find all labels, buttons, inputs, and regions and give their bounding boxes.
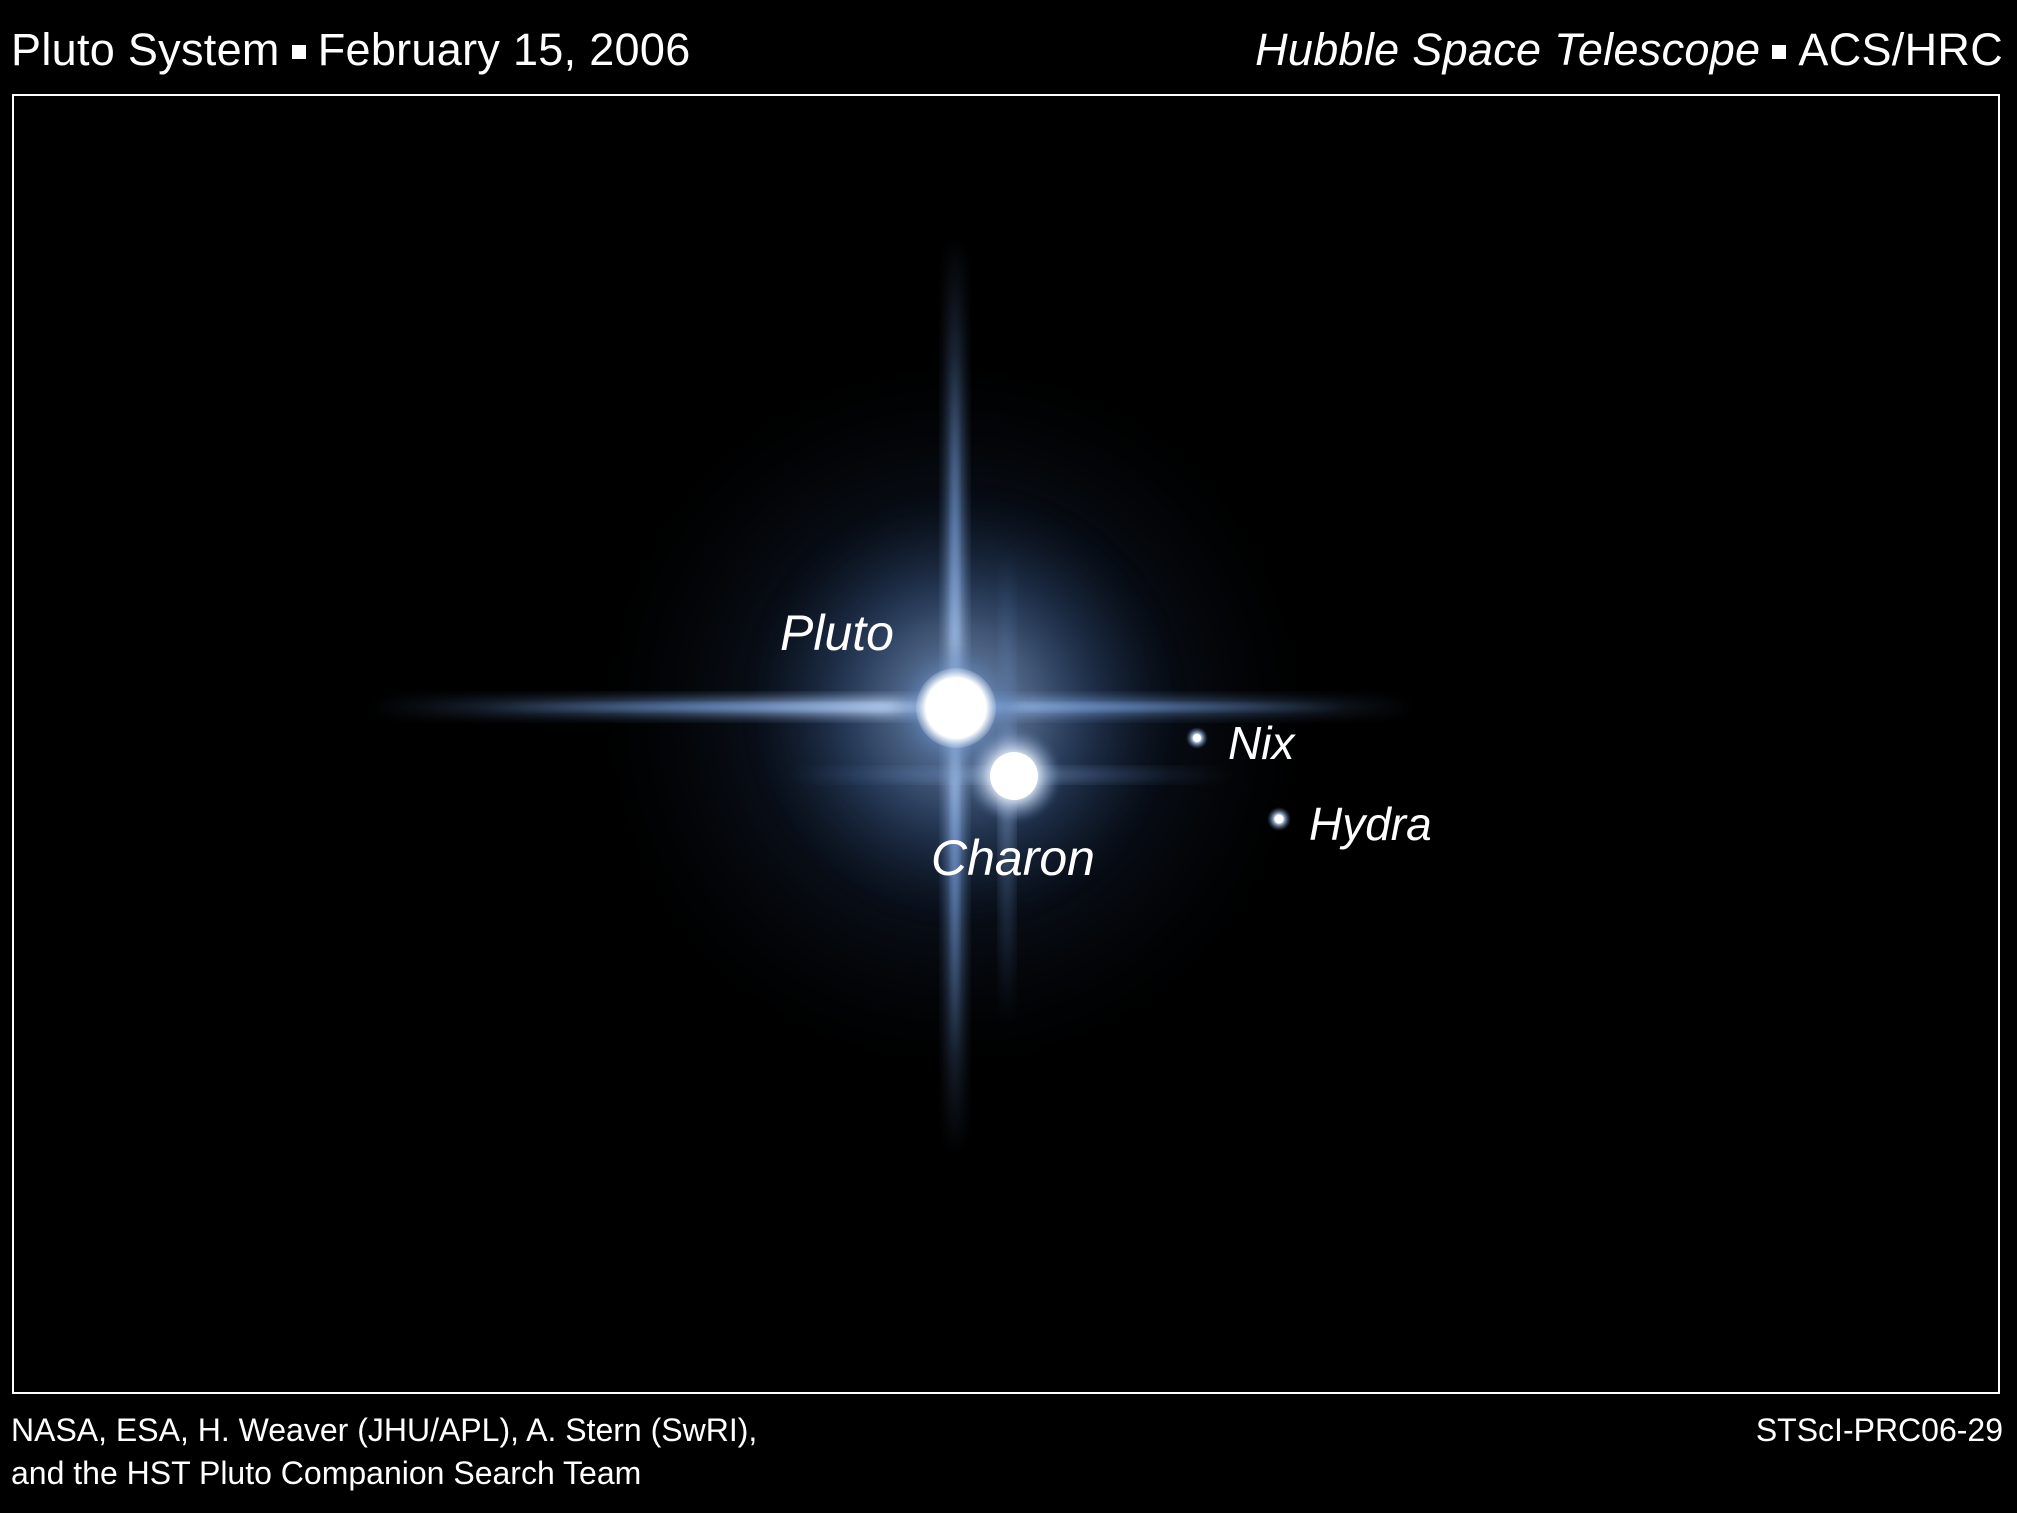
square-bullet-icon (291, 45, 306, 59)
header-title: Pluto System February 15, 2006 (11, 20, 691, 80)
header-title-text: Pluto System (11, 24, 280, 75)
instrument-name: ACS/HRC (1798, 24, 2003, 75)
label-hydra: Hydra (1309, 798, 1432, 850)
image-frame: Pluto Charon Nix Hydra (12, 94, 2000, 1394)
credit-line-2: and the HST Pluto Companion Search Team (11, 1455, 642, 1491)
telescope-name: Hubble Space Telescope (1255, 24, 1761, 75)
label-pluto: Pluto (780, 605, 894, 661)
header-date: February 15, 2006 (317, 24, 691, 75)
pluto-system-image (369, 236, 1414, 1156)
release-id: STScI-PRC06-29 (1755, 1412, 2003, 1448)
label-charon: Charon (931, 830, 1095, 886)
credit-line-1: NASA, ESA, H. Weaver (JHU/APL), A. Stern… (11, 1412, 758, 1448)
credits: NASA, ESA, H. Weaver (JHU/APL), A. Stern… (11, 1409, 757, 1495)
label-nix: Nix (1228, 717, 1295, 769)
square-bullet-icon (1772, 45, 1787, 59)
header-instrument: Hubble Space Telescope ACS/HRC (1255, 20, 2003, 80)
